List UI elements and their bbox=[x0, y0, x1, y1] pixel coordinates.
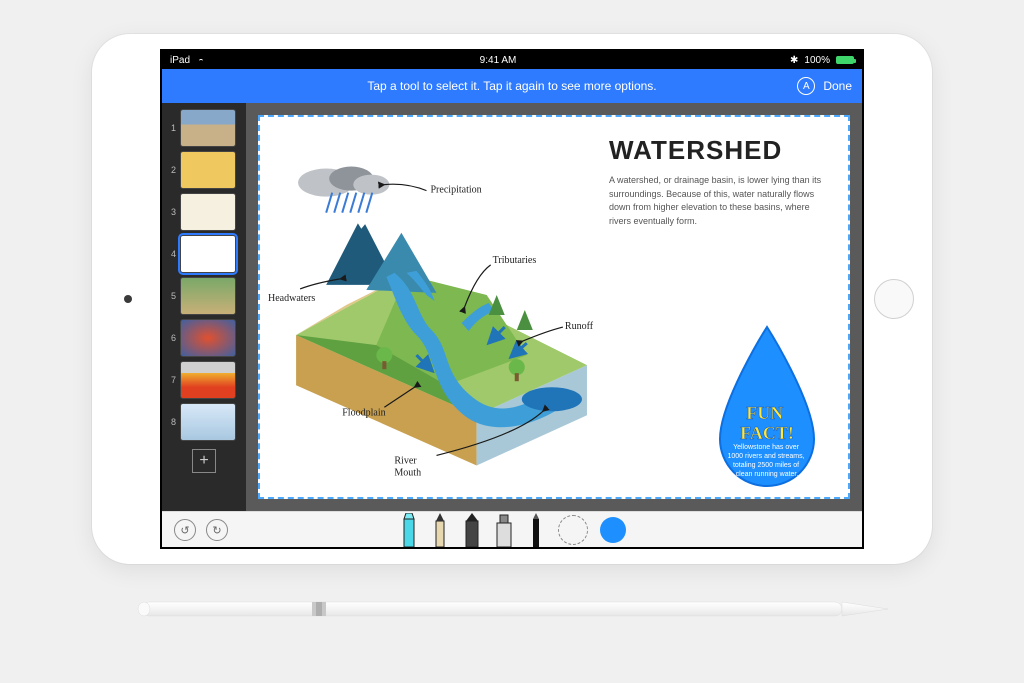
slide-thumb[interactable]: 1 bbox=[162, 109, 246, 147]
svg-text:Floodplain: Floodplain bbox=[342, 407, 385, 418]
slide-thumb[interactable]: 7 bbox=[162, 361, 246, 399]
tray-left-group: ↺ ↻ bbox=[174, 519, 228, 541]
slide-description: A watershed, or drainage basin, is lower… bbox=[609, 174, 830, 228]
crayon-tool[interactable] bbox=[462, 513, 482, 547]
front-camera bbox=[124, 295, 132, 303]
status-bar: iPad 9:41 AM ✱ 100% bbox=[162, 51, 862, 69]
battery-pct: 100% bbox=[804, 55, 830, 66]
slide-diagram-area: Precipitation Tributaries Headwaters Run… bbox=[260, 117, 601, 497]
thumb-preview[interactable] bbox=[180, 403, 236, 441]
slide-selection[interactable]: Precipitation Tributaries Headwaters Run… bbox=[258, 115, 850, 499]
thumb-preview[interactable] bbox=[180, 319, 236, 357]
thumb-number: 7 bbox=[168, 375, 176, 385]
pencil-tool[interactable] bbox=[430, 513, 450, 547]
thumb-preview[interactable] bbox=[180, 151, 236, 189]
lasso-tool[interactable] bbox=[558, 515, 588, 545]
highlighter-tool[interactable] bbox=[398, 513, 418, 547]
done-button[interactable]: Done bbox=[823, 79, 852, 93]
status-time: 9:41 AM bbox=[480, 55, 517, 66]
slide-thumb[interactable]: 2 bbox=[162, 151, 246, 189]
svg-text:Tributaries: Tributaries bbox=[493, 255, 537, 266]
device-label: iPad bbox=[170, 55, 190, 66]
thumb-preview[interactable] bbox=[180, 277, 236, 315]
thumb-preview[interactable] bbox=[180, 361, 236, 399]
thumb-number: 1 bbox=[168, 123, 176, 133]
slide-thumb[interactable]: 5 bbox=[162, 277, 246, 315]
thumb-number: 6 bbox=[168, 333, 176, 343]
screen: iPad 9:41 AM ✱ 100% Tap a tool to select… bbox=[160, 49, 864, 549]
slide-thumb[interactable]: 6 bbox=[162, 319, 246, 357]
svg-text:Mouth: Mouth bbox=[394, 467, 421, 478]
svg-text:Runoff: Runoff bbox=[565, 321, 594, 332]
marker-tool[interactable] bbox=[494, 513, 514, 547]
thumb-number: 8 bbox=[168, 417, 176, 427]
svg-text:Headwaters: Headwaters bbox=[268, 293, 315, 304]
undo-button[interactable]: ↺ bbox=[174, 519, 196, 541]
slide-text-area: WATERSHED A watershed, or drainage basin… bbox=[601, 117, 848, 497]
svg-text:River: River bbox=[394, 455, 417, 466]
slide-thumb[interactable]: 3 bbox=[162, 193, 246, 231]
apple-pencil bbox=[132, 598, 892, 625]
pen-tool[interactable] bbox=[526, 513, 546, 547]
slide-navigator[interactable]: 1 2 3 4 5 6 7 8 + bbox=[162, 103, 246, 511]
thumb-number: 5 bbox=[168, 291, 176, 301]
drawing-tool-tray: ↺ ↻ bbox=[162, 511, 862, 547]
done-group: A Done bbox=[797, 77, 852, 95]
wifi-icon bbox=[196, 56, 206, 64]
slide-thumb[interactable]: 4 bbox=[162, 235, 246, 273]
funfact-title: FUN FACT! bbox=[740, 403, 794, 443]
slide-title: WATERSHED bbox=[609, 135, 830, 166]
annotation-mode-icon[interactable]: A bbox=[797, 77, 815, 95]
color-picker[interactable] bbox=[600, 517, 626, 543]
watershed-diagram: Precipitation Tributaries Headwaters Run… bbox=[266, 125, 607, 505]
redo-button[interactable]: ↻ bbox=[206, 519, 228, 541]
add-slide-button[interactable]: + bbox=[192, 449, 216, 473]
thumb-preview[interactable] bbox=[180, 193, 236, 231]
home-button[interactable] bbox=[874, 279, 914, 319]
slide-thumb[interactable]: 8 bbox=[162, 403, 246, 441]
canvas[interactable]: Precipitation Tributaries Headwaters Run… bbox=[246, 103, 862, 511]
thumb-number: 2 bbox=[168, 165, 176, 175]
thumb-preview[interactable] bbox=[180, 109, 236, 147]
thumb-preview[interactable] bbox=[180, 235, 236, 273]
bluetooth-icon: ✱ bbox=[790, 55, 798, 66]
ipad-frame: iPad 9:41 AM ✱ 100% Tap a tool to select… bbox=[92, 34, 932, 564]
battery-icon bbox=[836, 56, 854, 64]
top-toolbar: Tap a tool to select it. Tap it again to… bbox=[162, 69, 862, 103]
svg-text:Precipitation: Precipitation bbox=[430, 185, 481, 196]
toolbar-hint: Tap a tool to select it. Tap it again to… bbox=[367, 79, 656, 93]
fun-fact-droplet: FUN FACT! Yellowstone has over 1000 rive… bbox=[702, 321, 832, 491]
thumb-number: 3 bbox=[168, 207, 176, 217]
thumb-number: 4 bbox=[168, 249, 176, 259]
work-area: 1 2 3 4 5 6 7 8 + bbox=[162, 103, 862, 511]
